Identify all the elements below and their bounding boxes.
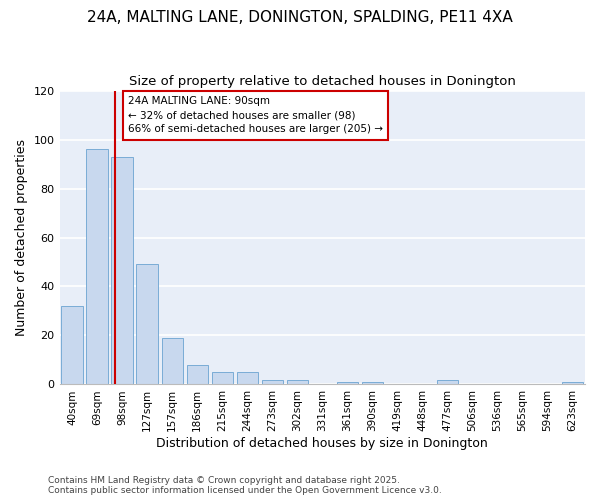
Bar	[61, 306, 83, 384]
Text: Contains HM Land Registry data © Crown copyright and database right 2025.
Contai: Contains HM Land Registry data © Crown c…	[48, 476, 442, 495]
Bar	[287, 380, 308, 384]
Bar	[187, 365, 208, 384]
Text: 24A, MALTING LANE, DONINGTON, SPALDING, PE11 4XA: 24A, MALTING LANE, DONINGTON, SPALDING, …	[87, 10, 513, 25]
Bar	[262, 380, 283, 384]
X-axis label: Distribution of detached houses by size in Donington: Distribution of detached houses by size …	[157, 437, 488, 450]
Bar	[437, 380, 458, 384]
Bar	[337, 382, 358, 384]
Title: Size of property relative to detached houses in Donington: Size of property relative to detached ho…	[129, 75, 516, 88]
Bar	[86, 150, 108, 384]
Bar	[212, 372, 233, 384]
Text: 24A MALTING LANE: 90sqm
← 32% of detached houses are smaller (98)
66% of semi-de: 24A MALTING LANE: 90sqm ← 32% of detache…	[128, 96, 383, 134]
Bar	[562, 382, 583, 384]
Bar	[236, 372, 258, 384]
Bar	[161, 338, 183, 384]
Bar	[112, 156, 133, 384]
Bar	[136, 264, 158, 384]
Bar	[362, 382, 383, 384]
Y-axis label: Number of detached properties: Number of detached properties	[15, 139, 28, 336]
